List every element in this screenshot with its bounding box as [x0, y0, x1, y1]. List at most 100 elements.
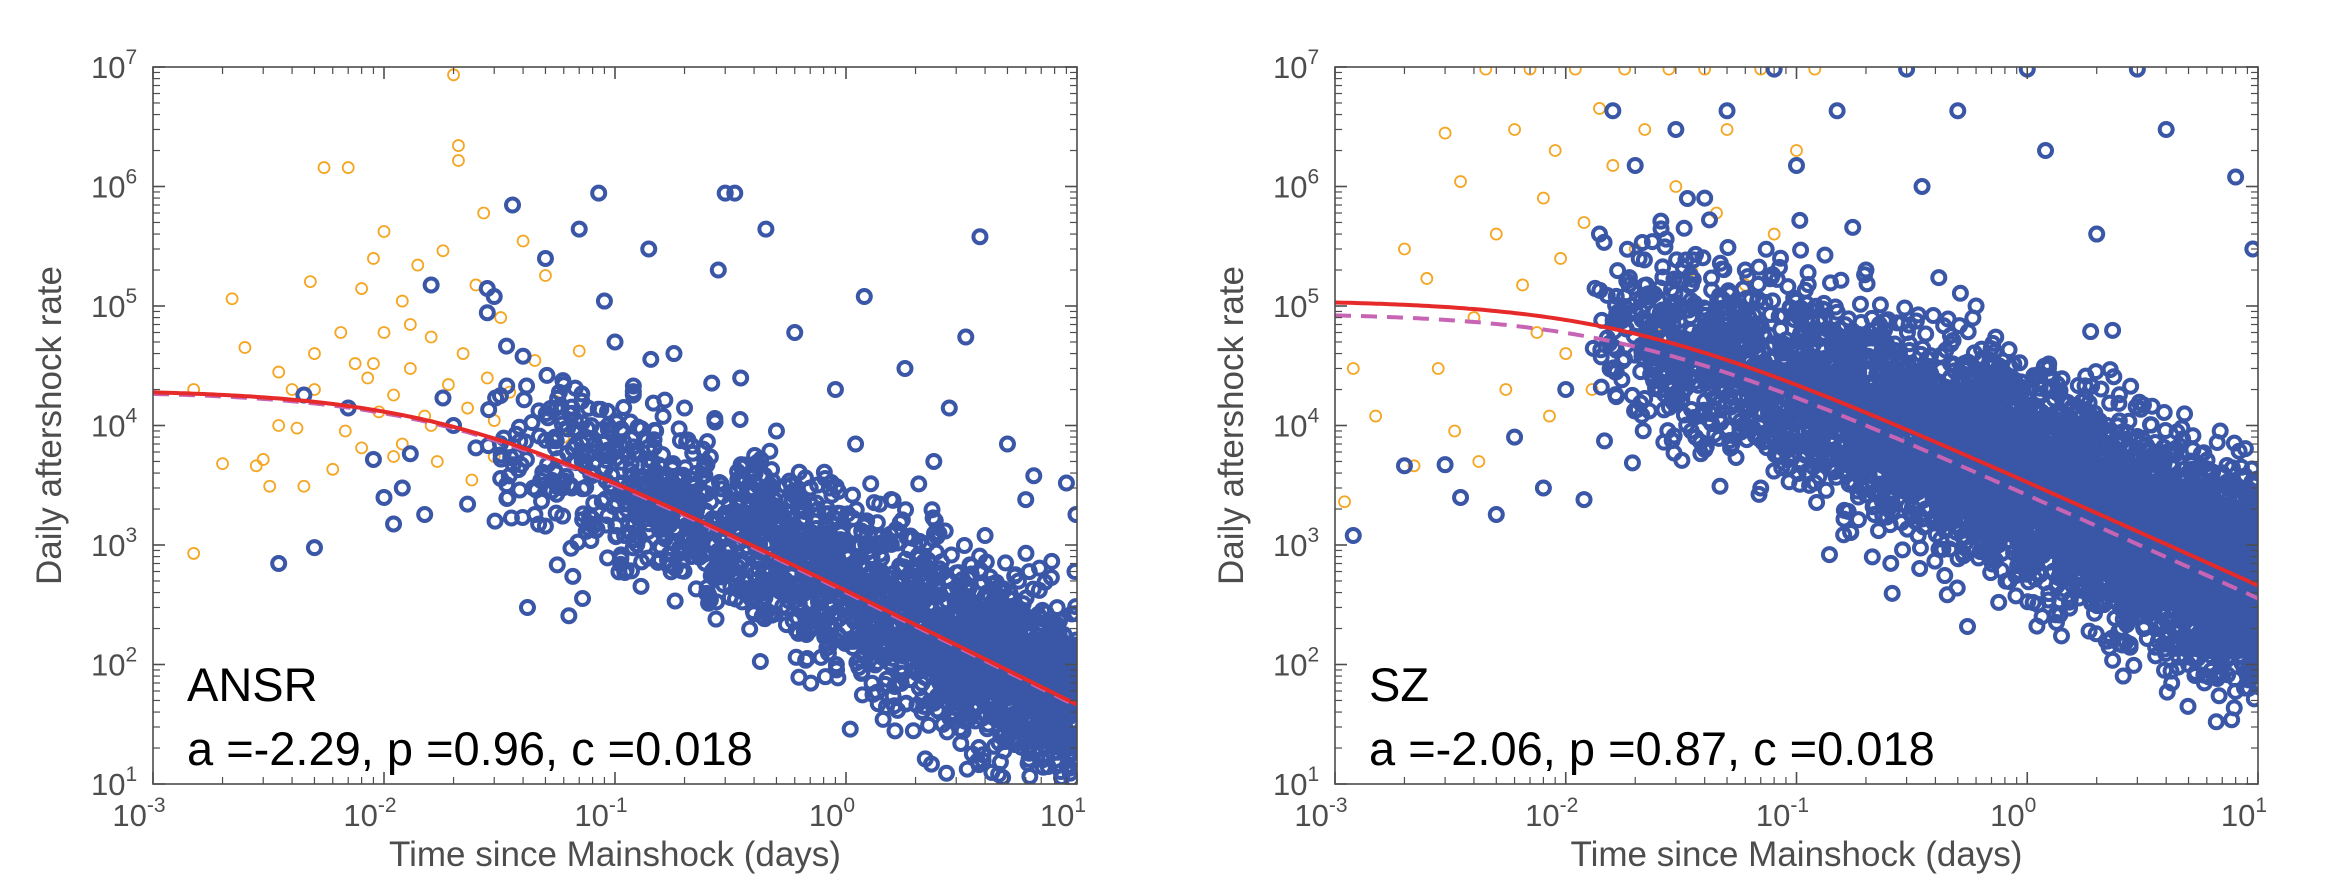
aftershock-point — [737, 585, 755, 603]
background-event-point — [377, 225, 391, 238]
aftershock-point — [751, 653, 769, 671]
aftershock-point — [712, 474, 730, 492]
y-axis-label: Daily aftershock rate — [30, 266, 69, 585]
aftershock-point — [537, 404, 555, 422]
aftershock-point — [595, 292, 613, 310]
aftershock-point — [1883, 584, 1901, 602]
aftershock-point — [829, 482, 847, 500]
aftershock-point — [857, 516, 875, 534]
aftershock-point — [574, 590, 592, 608]
aftershock-point — [957, 328, 975, 346]
aftershock-point — [616, 527, 634, 545]
aftershock-point — [1049, 708, 1067, 726]
aftershock-point — [847, 501, 865, 519]
background-event-point — [225, 292, 239, 306]
aftershock-point — [847, 435, 865, 453]
background-event-point — [516, 234, 530, 248]
aftershock-point — [707, 610, 725, 628]
aftershock-point — [647, 422, 665, 440]
aftershock-point — [753, 607, 771, 625]
aftershock-point — [1032, 703, 1050, 721]
aftershock-point — [492, 470, 510, 488]
aftershock-point — [640, 240, 658, 258]
aftershock-point — [731, 410, 749, 428]
aftershock-point — [715, 576, 733, 594]
background-event-point — [1407, 459, 1421, 473]
tick-exponent: 3 — [125, 524, 137, 547]
aftershock-point — [850, 572, 868, 590]
aftershock-point — [480, 401, 498, 419]
aftershock-point — [1017, 638, 1035, 656]
aftershock-point — [698, 456, 716, 474]
aftershock-point — [555, 376, 573, 394]
aftershock-point — [659, 556, 677, 574]
aftershock-point — [702, 493, 720, 511]
aftershock-point — [990, 734, 1008, 752]
aftershock-point — [2028, 617, 2046, 635]
tick-base: 10 — [574, 798, 608, 833]
aftershock-point — [1634, 422, 1652, 440]
aftershock-point — [2147, 647, 2165, 665]
aftershock-point — [1021, 767, 1039, 784]
aftershock-point — [730, 472, 748, 490]
aftershock-cloud — [1584, 190, 2258, 731]
aftershock-point — [2211, 422, 2229, 440]
chart-panel-ansr: 10-3 10-2 10-1 100 101101102103104105106107T… — [30, 46, 1086, 874]
aftershock-point — [514, 347, 532, 365]
tick-exponent: 1 — [125, 763, 137, 786]
aftershock-point — [761, 442, 779, 460]
background-event-point — [1472, 455, 1486, 468]
aftershock-point — [375, 488, 393, 506]
aftershock-point — [787, 648, 805, 666]
tick-base: 10 — [91, 50, 125, 85]
aftershock-point — [949, 564, 967, 582]
aftershock-point — [1871, 296, 1889, 314]
background-event-point — [424, 330, 438, 344]
aftershock-point — [745, 605, 763, 623]
background-event-point — [452, 154, 465, 167]
aftershock-point — [616, 563, 634, 581]
tick-base: 10 — [91, 409, 125, 444]
aftershock-point — [892, 644, 910, 662]
background-event-point — [1420, 272, 1434, 285]
aftershock-point — [851, 650, 869, 668]
aftershock-point — [2210, 687, 2228, 705]
aftershock-point — [892, 674, 910, 692]
aftershock-point — [925, 452, 943, 470]
aftershock-point — [538, 366, 556, 384]
aftershock-point — [498, 377, 516, 395]
aftershock-point — [1057, 710, 1075, 728]
aftershock-point — [1039, 758, 1057, 776]
aftershock-point — [990, 765, 1008, 783]
aftershock-point — [969, 752, 987, 770]
y-tick-label: 105 — [91, 285, 137, 324]
aftershock-point — [884, 577, 902, 595]
aftershock-point — [783, 491, 801, 509]
background-event-point — [1638, 123, 1652, 136]
aftershock-point — [546, 428, 564, 446]
aftershock-point — [874, 611, 892, 629]
aftershock-point — [615, 399, 633, 417]
aftershock-point — [862, 475, 880, 493]
aftershock-point — [1618, 240, 1636, 258]
aftershock-point — [821, 536, 839, 554]
aftershock-point — [608, 527, 626, 545]
aftershock-point — [733, 593, 751, 611]
aftershock-point — [927, 543, 945, 561]
background-event-point — [1516, 278, 1529, 292]
aftershock-point — [896, 359, 914, 377]
aftershock-point — [910, 545, 928, 563]
tick-exponent: 7 — [125, 46, 137, 69]
aftershock-point — [492, 446, 510, 464]
background-event-point — [1720, 123, 1734, 136]
aftershock-point — [624, 438, 642, 456]
aftershock-point — [645, 431, 663, 449]
background-event-point — [334, 326, 348, 339]
aftershock-point — [606, 443, 624, 461]
background-event-point — [1559, 347, 1573, 360]
aftershock-point — [844, 486, 862, 504]
background-event-point — [1585, 383, 1599, 396]
background-event-point — [441, 378, 455, 391]
aftershock-point — [741, 620, 759, 638]
aftershock-point — [926, 512, 944, 530]
